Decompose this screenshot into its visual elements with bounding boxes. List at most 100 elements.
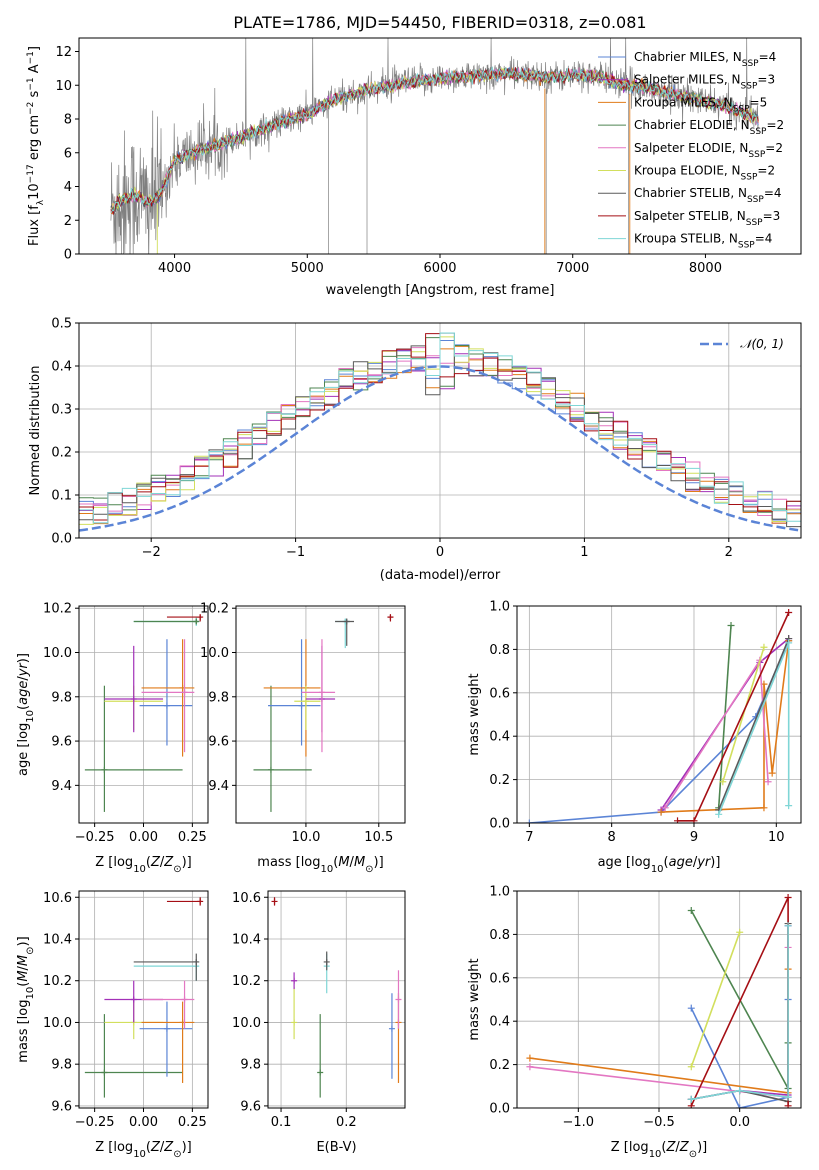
axes-frame	[516, 890, 802, 1109]
x-tick-label: 6000	[423, 261, 456, 276]
series-marker	[760, 804, 768, 812]
y-tick-label: 9.6	[51, 1099, 72, 1114]
y-tick-label: 10.2	[200, 602, 229, 617]
data-point	[197, 614, 204, 621]
normal-curve	[79, 365, 799, 532]
x-tick-label: 5000	[291, 261, 324, 276]
x-tick-label: 0.1	[271, 1115, 292, 1130]
plot-area	[84, 614, 204, 812]
y-tick-label: 9.4	[208, 779, 229, 794]
y-tick-label: 10.2	[43, 974, 72, 989]
y-tick-label: 8	[64, 113, 72, 128]
series-marker	[687, 1102, 695, 1108]
data-point	[101, 766, 108, 773]
y-tick-label: 0.4	[489, 1015, 510, 1030]
legend-entry: Chabrier MILES, NSSP=4	[634, 50, 776, 69]
series-marker	[687, 907, 695, 915]
series-kroupa_stelib	[691, 925, 789, 1101]
legend-entry: Kroupa ELODIE, NSSP=2	[634, 164, 775, 183]
data-point	[323, 958, 330, 965]
x-tick-label: 0.25	[178, 1115, 207, 1130]
y-tick-label: 0.8	[489, 928, 510, 943]
x-tick-label: 0.2	[336, 1115, 357, 1130]
data-point	[291, 1019, 298, 1026]
y-axis-label: mass weight	[467, 958, 482, 1040]
x-axis-label: mass [log10(M/M⊙)]	[257, 855, 383, 875]
x-tick-label: 2	[725, 545, 733, 560]
y-tick-label: 0.6	[489, 686, 510, 701]
y-tick-label: 10.0	[43, 1016, 72, 1031]
y-tick-label: 0.2	[489, 773, 510, 788]
axes-frame	[78, 890, 209, 1109]
plot-area	[84, 897, 204, 1098]
legend-entry: Kroupa STELIB, NSSP=4	[634, 232, 772, 251]
series-marker	[785, 802, 793, 810]
data-point	[130, 996, 137, 1003]
plot-area	[271, 897, 402, 1098]
series-marker	[764, 778, 772, 786]
y-tick-label: 1.0	[489, 600, 510, 615]
x-tick-label: 8	[608, 830, 616, 845]
x-tick-label: 0.0	[729, 1115, 750, 1130]
x-tick-label: −0.5	[643, 1115, 675, 1130]
x-tick-label: 0.00	[129, 830, 158, 845]
data-point	[318, 689, 325, 696]
x-tick-label: 7	[525, 830, 533, 845]
data-point	[302, 698, 309, 705]
series-marker	[784, 1093, 792, 1101]
data-point	[130, 696, 137, 702]
series-marker	[736, 1104, 744, 1108]
x-tick-label: 10	[768, 830, 785, 845]
y-tick-label: 9.6	[51, 735, 72, 750]
series-marker	[687, 1004, 695, 1012]
y-tick-label: 0.2	[51, 446, 72, 461]
x-tick-label: −1	[286, 545, 305, 560]
y-tick-label: 9.6	[240, 1099, 261, 1114]
series-marker	[526, 1063, 534, 1071]
data-point	[291, 977, 298, 984]
y-tick-label: 9.8	[51, 1058, 72, 1073]
y-tick-label: 9.8	[51, 690, 72, 705]
panel-spectrum: 4000 5000 6000 7000 8000 0 2 4 6 8 10 12 wavelength …	[26, 37, 802, 298]
data-point	[181, 689, 188, 696]
y-tick-label: 10.4	[232, 932, 261, 947]
x-tick-label: 0.00	[129, 1115, 158, 1130]
data-point	[181, 996, 188, 1003]
series-kroupa_elodie	[722, 646, 765, 783]
series-chabrier_stelib	[717, 638, 790, 811]
y-axis-label: mass [log10(M/M⊙)]	[16, 936, 36, 1062]
plot-area	[526, 894, 792, 1108]
data-point	[387, 614, 394, 621]
series-marker	[736, 928, 744, 936]
x-tick-label: −1.0	[563, 1115, 595, 1130]
data-point	[163, 702, 170, 709]
series-marker	[785, 609, 793, 617]
x-tick-label: −0.25	[75, 1115, 115, 1130]
data-point	[101, 1069, 108, 1076]
data-point	[267, 766, 274, 773]
data-point	[197, 898, 204, 905]
y-axis-label: Normed distribution	[28, 366, 43, 496]
y-tick-label: 10.2	[43, 602, 72, 617]
legend-entry: Salpeter MILES, NSSP=3	[634, 73, 775, 92]
series-marker	[727, 622, 735, 630]
y-tick-label: 9.8	[240, 1058, 261, 1073]
x-tick-label: 10.5	[364, 830, 393, 845]
series-kroupa_elodie	[690, 931, 741, 1068]
axes-frame	[267, 890, 406, 1109]
y-tick-label: 0.4	[51, 360, 72, 375]
y-tick-label: 10.0	[200, 646, 229, 661]
legend-entry: Salpeter STELIB, NSSP=3	[634, 209, 780, 228]
series-marker	[736, 1087, 744, 1095]
series-marker	[687, 1063, 695, 1071]
y-tick-label: 9.4	[51, 779, 72, 794]
x-tick-label: 8000	[689, 261, 722, 276]
data-point	[395, 996, 402, 1003]
y-tick-label: 0.4	[489, 730, 510, 745]
series-marker	[719, 778, 727, 786]
y-axis-label: mass weight	[467, 673, 482, 755]
legend-entry: Chabrier STELIB, NSSP=4	[634, 186, 782, 205]
y-tick-label: 10.4	[43, 932, 72, 947]
y-tick-label: 0.1	[51, 489, 72, 504]
legend: Chabrier MILES, NSSP=4 Salpeter MILES, NS…	[598, 50, 784, 251]
